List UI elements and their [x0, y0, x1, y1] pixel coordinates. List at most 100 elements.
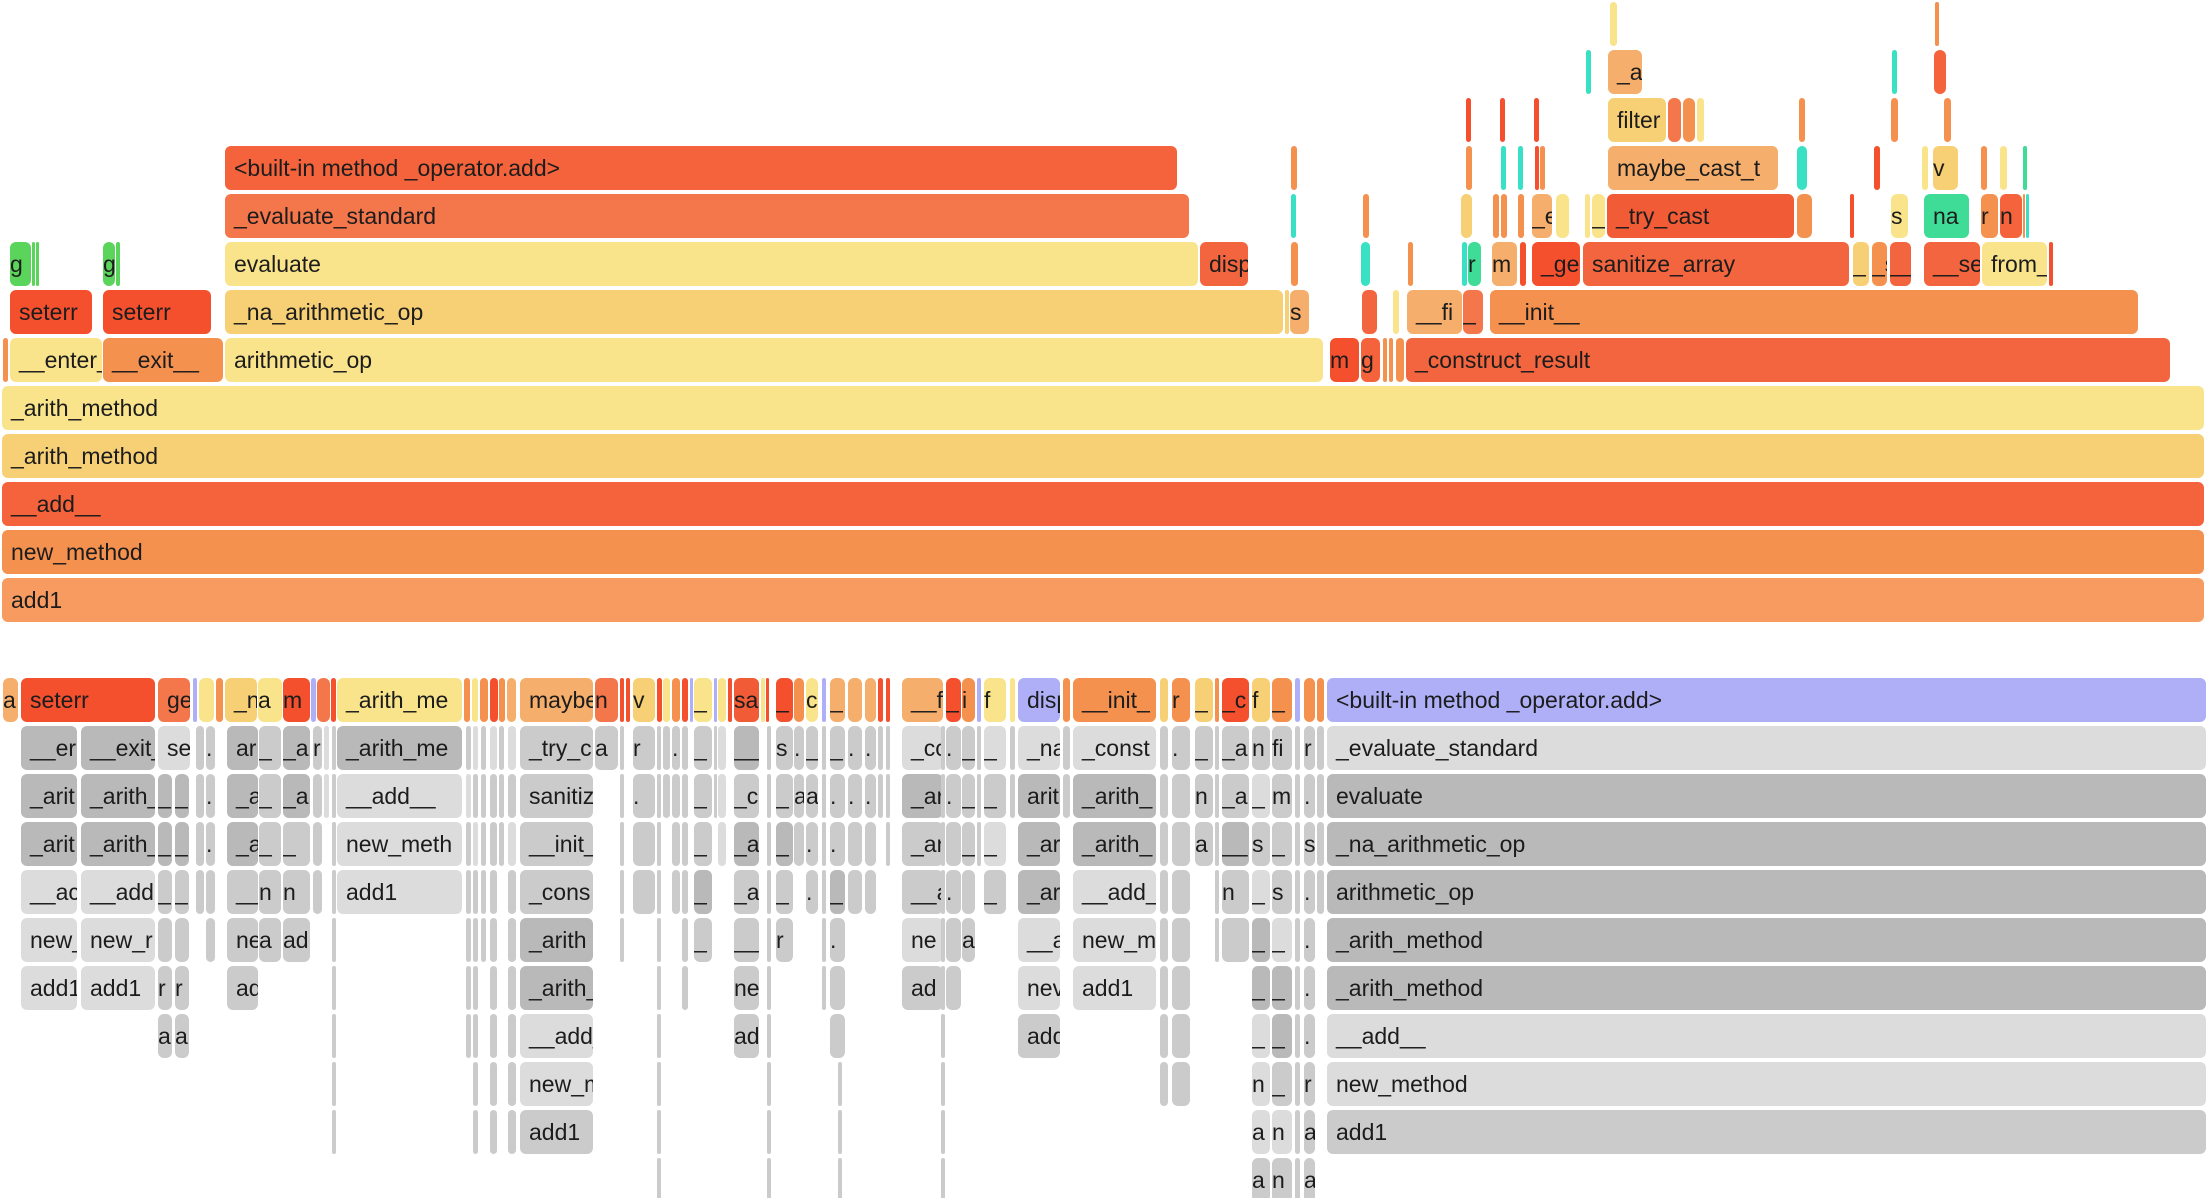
frame[interactable]: [1063, 678, 1070, 722]
frame-arithmetic_op[interactable]: arithmetic_op: [1327, 870, 2206, 914]
frame[interactable]: [767, 726, 771, 770]
frame-__add__[interactable]: __add__: [2, 482, 2204, 526]
frame-_a[interactable]: _a: [227, 822, 258, 866]
frame-[interactable]: .: [672, 726, 680, 770]
frame-_[interactable]: _: [1272, 822, 1292, 866]
frame-s[interactable]: s: [1304, 822, 1315, 866]
frame-n[interactable]: n: [1222, 870, 1249, 914]
frame[interactable]: [2049, 242, 2053, 286]
frame-a[interactable]: a: [794, 774, 804, 818]
frame-_[interactable]: _: [1272, 1062, 1292, 1106]
frame-__enter__[interactable]: __enter__: [10, 338, 102, 382]
frame-a[interactable]: a: [806, 774, 818, 818]
frame[interactable]: [324, 726, 329, 770]
frame[interactable]: [1010, 726, 1015, 770]
frame-_[interactable]: _: [175, 822, 189, 866]
frame-_ar[interactable]: _ar: [1018, 870, 1060, 914]
frame[interactable]: [941, 822, 945, 866]
frame-a[interactable]: a: [1304, 1110, 1315, 1154]
frame[interactable]: [499, 774, 504, 818]
frame-a[interactable]: a: [175, 1014, 189, 1058]
frame[interactable]: [466, 822, 471, 866]
frame[interactable]: [977, 726, 981, 770]
frame[interactable]: [196, 774, 204, 818]
frame[interactable]: [473, 774, 478, 818]
frame-[interactable]: .: [633, 774, 655, 818]
frame[interactable]: [794, 678, 804, 722]
frame-sa[interactable]: sa: [734, 678, 759, 722]
frame[interactable]: [767, 1014, 771, 1058]
frame-_[interactable]: _: [259, 774, 281, 818]
frame-[interactable]: .: [830, 774, 845, 818]
frame[interactable]: [663, 774, 670, 818]
frame-f[interactable]: f: [1252, 678, 1270, 722]
frame-[interactable]: .: [1304, 918, 1315, 962]
frame-[interactable]: .: [830, 918, 845, 962]
frame[interactable]: [1285, 290, 1289, 334]
frame[interactable]: [332, 1014, 336, 1058]
frame[interactable]: [767, 966, 771, 1010]
frame-ad[interactable]: ad: [227, 966, 258, 1010]
frame-maybe[interactable]: maybe: [520, 678, 593, 722]
frame[interactable]: [682, 966, 688, 1010]
frame[interactable]: [1540, 146, 1545, 190]
frame-[interactable]: .: [1304, 1014, 1315, 1058]
frame-[interactable]: .: [1304, 774, 1315, 818]
frame[interactable]: [1063, 774, 1070, 818]
frame[interactable]: [1383, 338, 1387, 382]
frame[interactable]: [1389, 338, 1393, 382]
frame-_[interactable]: _: [1463, 290, 1483, 334]
frame[interactable]: [865, 678, 876, 722]
frame-_[interactable]: _: [830, 678, 845, 722]
frame-_[interactable]: _: [830, 870, 845, 914]
frame[interactable]: [941, 918, 945, 962]
frame[interactable]: [2000, 146, 2007, 190]
frame-_[interactable]: _: [1272, 1014, 1292, 1058]
frame[interactable]: [499, 678, 505, 722]
frame-[interactable]: .: [865, 774, 876, 818]
frame-__add_[interactable]: __add_: [1073, 870, 1156, 914]
frame-v[interactable]: v: [633, 678, 655, 722]
frame[interactable]: [718, 822, 726, 866]
frame[interactable]: [464, 678, 470, 722]
frame[interactable]: [1172, 870, 1190, 914]
frame[interactable]: [1160, 918, 1168, 962]
frame-add1[interactable]: add1: [21, 966, 77, 1010]
frame[interactable]: [728, 678, 732, 722]
frame-m[interactable]: m: [1330, 338, 1359, 382]
frame-__add_[interactable]: __add_: [520, 1014, 593, 1058]
frame-_arith_method[interactable]: _arith_method: [1327, 918, 2206, 962]
frame-_arith_method[interactable]: _arith_method: [1327, 966, 2206, 1010]
frame-i[interactable]: i: [962, 678, 975, 722]
frame[interactable]: [838, 1110, 842, 1154]
frame-a[interactable]: a: [259, 918, 281, 962]
frame[interactable]: [1466, 146, 1472, 190]
frame[interactable]: [672, 678, 680, 722]
frame-_[interactable]: _: [1272, 678, 1292, 722]
frame[interactable]: [761, 678, 765, 722]
frame[interactable]: [507, 678, 516, 722]
frame-[interactable]: .: [206, 726, 215, 770]
frame[interactable]: [1934, 50, 1946, 94]
frame[interactable]: [332, 966, 336, 1010]
frame-_c[interactable]: _c: [734, 774, 759, 818]
frame[interactable]: [657, 726, 661, 770]
frame-_[interactable]: _: [1252, 918, 1270, 962]
frame[interactable]: [830, 966, 845, 1010]
frame[interactable]: [672, 870, 680, 914]
frame[interactable]: [466, 966, 471, 1010]
frame[interactable]: [946, 918, 961, 962]
frame[interactable]: [682, 678, 688, 722]
frame[interactable]: [490, 918, 497, 962]
frame[interactable]: [1797, 194, 1812, 238]
frame[interactable]: [714, 774, 717, 818]
frame-__f[interactable]: __f: [902, 678, 943, 722]
frame[interactable]: [1944, 98, 1951, 142]
frame[interactable]: [1501, 146, 1506, 190]
frame-_a[interactable]: _a: [734, 822, 759, 866]
frame[interactable]: [313, 774, 322, 818]
frame[interactable]: [1850, 194, 1854, 238]
frame[interactable]: [878, 774, 883, 818]
